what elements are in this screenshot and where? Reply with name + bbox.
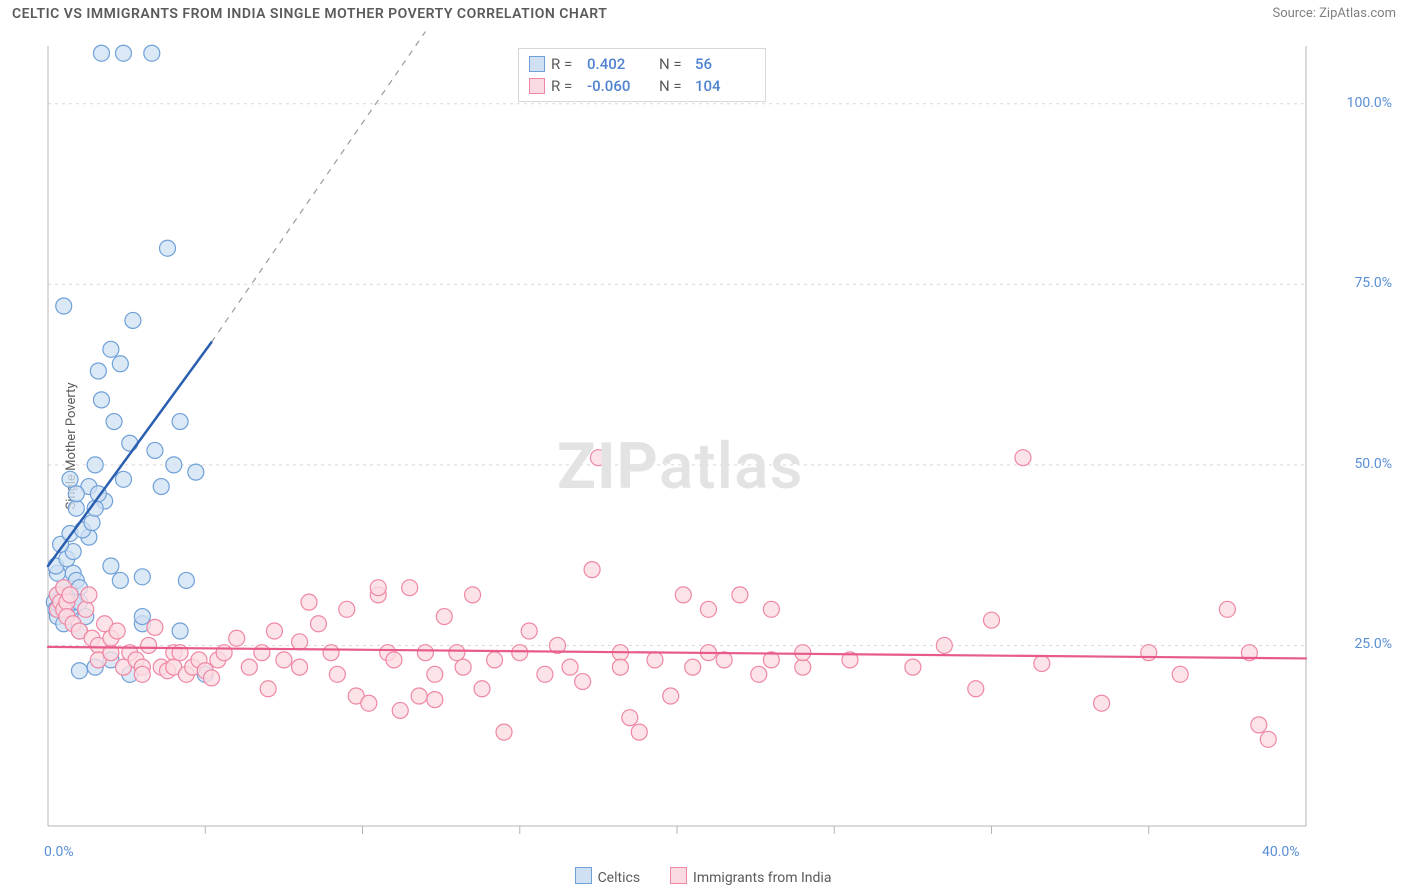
stat-n-label: N = — [659, 75, 689, 97]
y-tick-label: 50.0% — [1314, 456, 1392, 472]
legend-swatch — [575, 867, 592, 884]
scatter-plot — [0, 0, 1406, 892]
legend-swatch — [670, 867, 687, 884]
y-tick-label: 75.0% — [1314, 275, 1392, 291]
legend-item: Immigrants from India — [670, 867, 831, 886]
stat-r-value: -0.060 — [587, 75, 647, 97]
legend-bottom: Celtics Immigrants from India — [0, 867, 1406, 886]
stat-swatch — [529, 78, 545, 94]
stat-r-label: R = — [551, 75, 581, 97]
x-tick-label: 0.0% — [44, 844, 74, 860]
stat-swatch — [529, 56, 545, 72]
legend-label: Immigrants from India — [693, 870, 831, 886]
x-tick-label: 40.0% — [1262, 844, 1300, 860]
stat-n-value: 104 — [695, 75, 755, 97]
stat-n-value: 56 — [695, 53, 755, 75]
legend-item: Celtics — [575, 867, 640, 886]
correlation-stat-box: R = 0.402 N = 56 R = -0.060 N = 104 — [518, 48, 766, 102]
y-tick-label: 100.0% — [1314, 95, 1392, 111]
stat-r-value: 0.402 — [587, 53, 647, 75]
stat-row: R = -0.060 N = 104 — [529, 75, 755, 97]
legend-label: Celtics — [598, 870, 640, 886]
y-tick-label: 25.0% — [1314, 636, 1392, 652]
stat-r-label: R = — [551, 53, 581, 75]
stat-row: R = 0.402 N = 56 — [529, 53, 755, 75]
stat-n-label: N = — [659, 53, 689, 75]
